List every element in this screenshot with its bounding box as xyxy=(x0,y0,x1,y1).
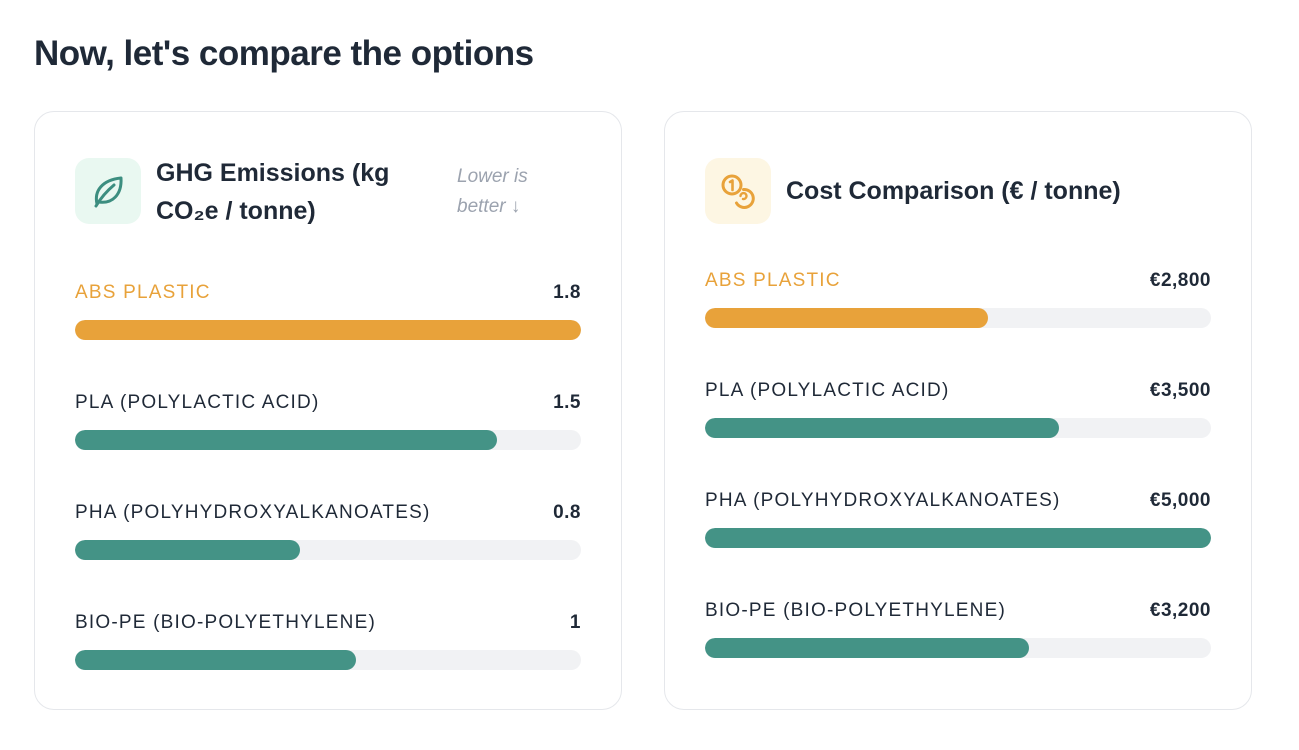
emissions-bar-item: PLA (POLYLACTIC ACID) 1.5 xyxy=(75,392,581,502)
lower-is-better-hint: Lower is better ↓ xyxy=(457,166,528,217)
cost-card: Cost Comparison (€ / tonne) ABS PLASTIC €… xyxy=(664,111,1252,710)
emissions-bar-item: ABS PLASTIC 1.8 xyxy=(75,282,581,392)
emissions-card-title: GHG Emissions (kg CO₂e / tonne) xyxy=(156,159,390,225)
emissions-bar-fill xyxy=(75,430,497,450)
cost-bar-item: PLA (POLYLACTIC ACID) €3,500 xyxy=(705,380,1211,490)
cost-bar-header: BIO-PE (BIO-POLYETHYLENE) €3,200 xyxy=(705,600,1211,630)
emissions-bar-value: 1.8 xyxy=(553,282,581,303)
cost-bar-item: BIO-PE (BIO-POLYETHYLENE) €3,200 xyxy=(705,600,1211,710)
emissions-bar-label: BIO-PE (BIO-POLYETHYLENE) xyxy=(75,612,376,633)
emissions-bar-track xyxy=(75,320,581,340)
emissions-bar-label: PLA (POLYLACTIC ACID) xyxy=(75,392,320,413)
emissions-bar-header: BIO-PE (BIO-POLYETHYLENE) 1 xyxy=(75,612,581,642)
cost-bar-label: BIO-PE (BIO-POLYETHYLENE) xyxy=(705,600,1006,621)
cost-bar-item: PHA (POLYHYDROXYALKANOATES) €5,000 xyxy=(705,490,1211,600)
emissions-bar-value: 1.5 xyxy=(553,392,581,413)
emissions-bar-label: ABS PLASTIC xyxy=(75,282,211,303)
cost-bar-value: €3,200 xyxy=(1149,600,1211,621)
emissions-bar-header: PLA (POLYLACTIC ACID) 1.5 xyxy=(75,392,581,422)
cost-bar-header: ABS PLASTIC €2,800 xyxy=(705,270,1211,300)
cost-bar-track xyxy=(705,418,1211,438)
cost-bar-fill xyxy=(705,308,989,328)
cost-bar-value: €2,800 xyxy=(1149,270,1211,291)
cost-bar-track xyxy=(705,528,1211,548)
emissions-bar-header: ABS PLASTIC 1.8 xyxy=(75,282,581,312)
cost-bar-header: PHA (POLYHYDROXYALKANOATES) €5,000 xyxy=(705,490,1211,520)
cost-bar-header: PLA (POLYLACTIC ACID) €3,500 xyxy=(705,380,1211,410)
emissions-bar-value: 0.8 xyxy=(553,502,581,523)
cost-bar-fill xyxy=(705,418,1060,438)
cost-bar-track xyxy=(705,308,1211,328)
emissions-bar-fill xyxy=(75,540,300,560)
emissions-bar-track xyxy=(75,650,581,670)
emissions-card: GHG Emissions (kg CO₂e / tonne) Lower is… xyxy=(34,111,622,710)
cost-bar-value: €3,500 xyxy=(1149,380,1211,401)
cost-bar-item: ABS PLASTIC €2,800 xyxy=(705,270,1211,380)
emissions-bar-track xyxy=(75,430,581,450)
cost-bar-track xyxy=(705,638,1211,658)
cost-card-title: Cost Comparison (€ / tonne) xyxy=(786,177,1121,205)
emissions-bar-item: BIO-PE (BIO-POLYETHYLENE) 1 xyxy=(75,612,581,722)
emissions-bar-track xyxy=(75,540,581,560)
page-title: Now, let's compare the options xyxy=(34,34,534,73)
emissions-bar-fill xyxy=(75,650,357,670)
cost-card-header: Cost Comparison (€ / tonne) xyxy=(705,152,1211,232)
emissions-bar-item: PHA (POLYHYDROXYALKANOATES) 0.8 xyxy=(75,502,581,612)
cost-bar-list: ABS PLASTIC €2,800 PLA (POLYLACTIC ACID) €3… xyxy=(705,270,1211,710)
emissions-bar-fill xyxy=(75,320,581,340)
cost-bar-value: €5,000 xyxy=(1149,490,1211,511)
cost-bar-label: ABS PLASTIC xyxy=(705,270,841,291)
emissions-bar-label: PHA (POLYHYDROXYALKANOATES) xyxy=(75,502,431,523)
cost-bar-fill xyxy=(705,638,1029,658)
emissions-bar-list: ABS PLASTIC 1.8 PLA (POLYLACTIC ACID) 1.5 PH… xyxy=(75,282,581,722)
cost-bar-fill xyxy=(705,528,1211,548)
emissions-card-header: GHG Emissions (kg CO₂e / tonne) Lower is… xyxy=(75,152,581,232)
emissions-bar-value: 1 xyxy=(569,612,581,633)
coins-icon xyxy=(705,158,771,224)
cost-bar-label: PLA (POLYLACTIC ACID) xyxy=(705,380,950,401)
leaf-icon xyxy=(75,158,141,224)
emissions-bar-header: PHA (POLYHYDROXYALKANOATES) 0.8 xyxy=(75,502,581,532)
cost-bar-label: PHA (POLYHYDROXYALKANOATES) xyxy=(705,490,1061,511)
